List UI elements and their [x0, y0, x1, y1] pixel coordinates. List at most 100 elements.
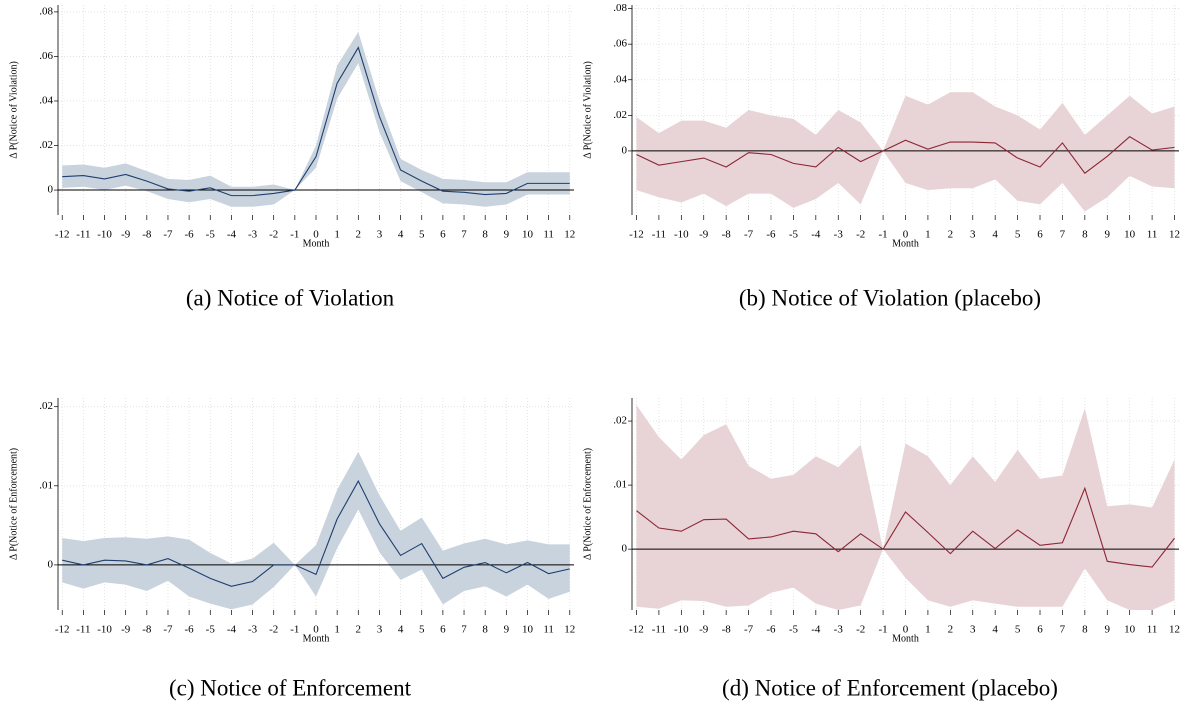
x-tick-label: 8 [482, 624, 488, 636]
confidence-band [62, 451, 570, 610]
x-tick-label: -12 [629, 624, 644, 636]
x-tick-label: -7 [744, 229, 754, 241]
x-tick-label: -1 [290, 229, 299, 241]
y-axis-label: Δ P(Notice of Violation) [582, 61, 593, 159]
x-tick-label: -2 [856, 624, 865, 636]
x-tick-label: -12 [629, 229, 644, 241]
x-tick-label: 10 [1124, 624, 1136, 636]
confidence-band [62, 31, 570, 207]
x-tick-label: -10 [97, 624, 112, 636]
x-tick-label: -9 [121, 624, 131, 636]
confidence-band [636, 405, 1175, 610]
y-tick-label: .06 [613, 38, 627, 50]
y-axis-label: Δ P(Notice of Enforcement) [582, 448, 593, 560]
line [62, 479, 570, 587]
x-tick-label: 9 [504, 624, 510, 636]
x-tick-label: 1 [334, 624, 340, 636]
x-tick-label: 2 [356, 624, 362, 636]
x-tick-label: 1 [334, 229, 340, 241]
x-tick-label: -1 [878, 624, 887, 636]
x-tick-label: 3 [970, 229, 976, 241]
y-tick-label: .01 [613, 479, 627, 491]
x-tick-label: -10 [674, 229, 689, 241]
x-tick-label: 11 [543, 229, 554, 241]
x-tick-label: 10 [522, 624, 534, 636]
confidence-band [636, 92, 1175, 212]
x-tick-label: -7 [163, 229, 173, 241]
x-tick-label: 3 [970, 624, 976, 636]
x-tick-label: -1 [290, 624, 299, 636]
x-tick-label: -4 [227, 624, 237, 636]
x-tick-label: 10 [1124, 229, 1136, 241]
x-tick-label: 10 [522, 229, 534, 241]
x-tick-label: 2 [948, 624, 954, 636]
y-tick-label: .08 [613, 2, 627, 14]
x-tick-label: -3 [834, 624, 844, 636]
x-tick-label: 9 [1105, 229, 1111, 241]
x-tick-label: 7 [461, 624, 467, 636]
y-tick-label: 0 [622, 144, 628, 156]
x-tick-label: -6 [766, 624, 776, 636]
x-tick-label: -2 [856, 229, 865, 241]
line [636, 136, 1175, 174]
x-tick-label: -2 [269, 624, 278, 636]
x-tick-label: 4 [992, 229, 998, 241]
x-tick-label: 5 [419, 229, 425, 241]
x-tick-label: -10 [674, 624, 689, 636]
x-tick-label: -5 [206, 229, 216, 241]
x-tick-label: 9 [1105, 624, 1111, 636]
x-tick-label: 6 [1037, 229, 1043, 241]
x-tick-label: 8 [1082, 624, 1088, 636]
x-tick-label: 1 [925, 624, 931, 636]
caption: (a) Notice of Violation [186, 285, 395, 310]
x-tick-label: -12 [55, 229, 70, 241]
x-tick-label: -8 [722, 229, 732, 241]
y-tick-label: .06 [39, 50, 53, 62]
x-tick-label: 11 [543, 624, 554, 636]
x-tick-label: 12 [1169, 229, 1180, 241]
x-tick-label: 12 [1169, 624, 1180, 636]
x-tick-label: 1 [925, 229, 931, 241]
x-tick-label: -3 [248, 229, 258, 241]
x-tick-label: -11 [76, 229, 90, 241]
x-tick-label: 3 [377, 624, 383, 636]
x-tick-label: 11 [1147, 624, 1158, 636]
x-tick-label: -6 [185, 229, 195, 241]
x-tick-label: -8 [142, 624, 152, 636]
x-tick-label: 4 [398, 624, 404, 636]
x-tick-label: -12 [55, 624, 70, 636]
x-axis-label: Month [892, 238, 919, 249]
caption: (b) Notice of Violation (placebo) [739, 285, 1041, 310]
x-tick-label: -5 [789, 624, 799, 636]
x-tick-label: 0 [313, 624, 319, 636]
x-tick-label: 0 [903, 624, 909, 636]
x-tick-label: 7 [461, 229, 467, 241]
x-tick-label: 5 [1015, 229, 1021, 241]
x-tick-label: -7 [744, 624, 754, 636]
x-tick-label: -5 [789, 229, 799, 241]
x-tick-label: 3 [377, 229, 383, 241]
x-tick-label: -5 [206, 624, 216, 636]
x-tick-label: 4 [398, 229, 404, 241]
x-tick-label: -1 [878, 229, 887, 241]
x-tick-label: -6 [766, 229, 776, 241]
x-tick-label: -11 [652, 229, 666, 241]
y-axis-label: Δ P(Notice of Enforcement) [8, 448, 19, 560]
y-tick-label: .08 [39, 5, 53, 17]
y-tick-label: .02 [39, 400, 53, 412]
y-axis-label: Δ P(Notice of Violation) [8, 61, 19, 159]
y-tick-label: 0 [622, 543, 628, 555]
y-tick-label: .02 [613, 415, 627, 427]
x-tick-label: -3 [834, 229, 844, 241]
x-tick-label: 5 [1015, 624, 1021, 636]
y-tick-label: .02 [39, 139, 53, 151]
x-tick-label: -10 [97, 229, 112, 241]
x-tick-label: 8 [1082, 229, 1088, 241]
x-tick-label: -9 [699, 624, 709, 636]
x-tick-label: 0 [903, 229, 909, 241]
x-tick-label: -6 [185, 624, 195, 636]
x-tick-label: -4 [227, 229, 237, 241]
line [62, 46, 570, 197]
x-tick-label: 12 [564, 229, 575, 241]
x-tick-label: 4 [992, 624, 998, 636]
